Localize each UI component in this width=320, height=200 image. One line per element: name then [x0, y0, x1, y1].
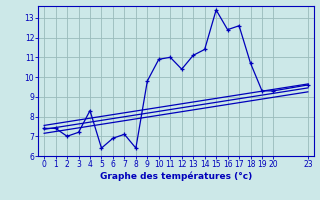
X-axis label: Graphe des températures (°c): Graphe des températures (°c)	[100, 172, 252, 181]
